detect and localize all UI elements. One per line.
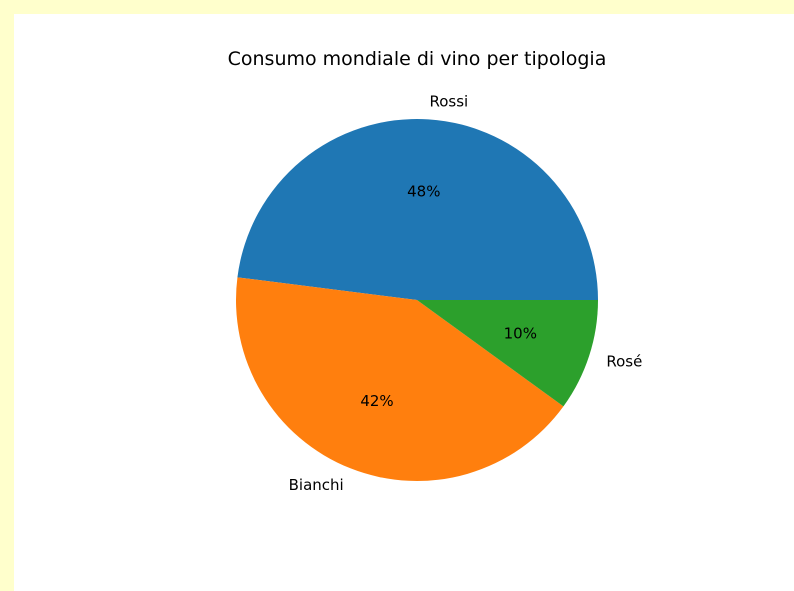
percent-label-rossi: 48% xyxy=(407,183,440,201)
pie-labels: Rossi 48% Bianchi 42% Rosé 10% xyxy=(289,92,643,494)
chart-figure: Consumo mondiale di vino per tipologia R… xyxy=(14,14,794,591)
slice-label-bianchi: Bianchi xyxy=(289,476,344,494)
pie-slices xyxy=(236,118,598,481)
percent-label-bianchi: 42% xyxy=(360,392,393,410)
pie-chart: Consumo mondiale di vino per tipologia R… xyxy=(228,48,643,494)
slice-label-rose: Rosé xyxy=(606,353,642,371)
chart-title: Consumo mondiale di vino per tipologia xyxy=(228,48,607,70)
pie-slice-bianchi xyxy=(236,277,564,481)
slice-label-rossi: Rossi xyxy=(430,92,469,110)
pie-slice-rose xyxy=(417,300,598,407)
percent-label-rose: 10% xyxy=(504,325,537,343)
pie-slice-rossi xyxy=(237,118,598,300)
